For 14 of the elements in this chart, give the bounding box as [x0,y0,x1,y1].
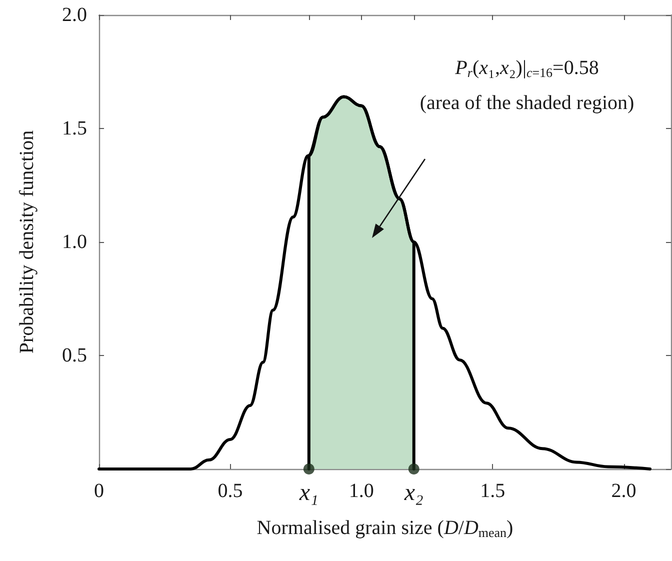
y-tick-label: 1.5 [62,118,87,140]
x-tick-label: x₁ [298,480,318,506]
annotation: (area of the shaded region) [420,92,634,114]
x-tick-label: 0 [94,480,104,502]
y-tick-label: 2.0 [62,4,87,26]
x-tick-label: 1.0 [348,480,374,502]
y-tick-label: 1.0 [62,231,87,253]
y-axis-title: Probability density function [16,130,38,354]
x-tick-label: 2.0 [611,480,636,502]
y-tick-label: 0.5 [62,344,87,366]
x-tick-label: x₂ [403,480,424,506]
x-tick-label: 0.5 [218,480,243,502]
x-tick-label: 1.5 [480,480,506,502]
line-series [98,95,652,470]
